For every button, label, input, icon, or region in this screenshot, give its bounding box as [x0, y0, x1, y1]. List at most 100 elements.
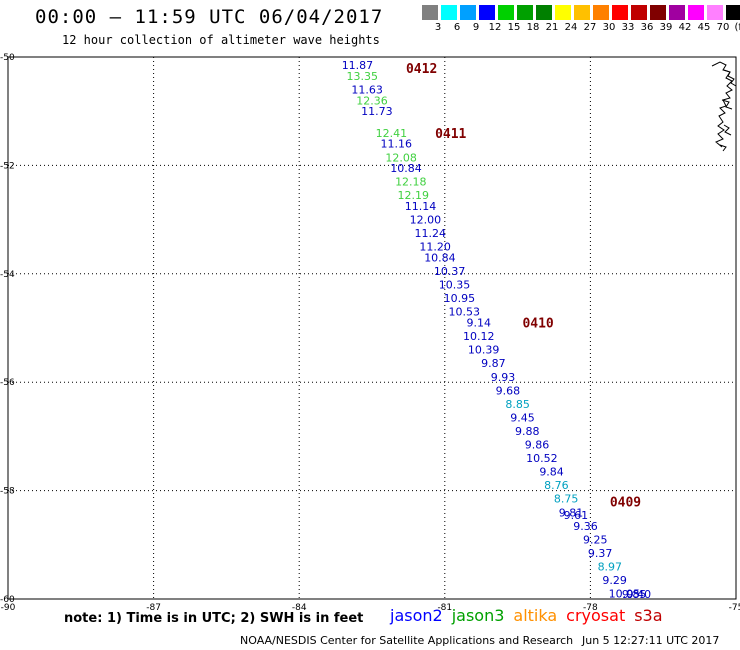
scale-label: 6: [453, 22, 461, 33]
wave-height-value: 9.85: [622, 588, 647, 601]
wave-height-value: 13.35: [347, 70, 379, 83]
scale-label: 33: [621, 22, 635, 33]
map-grid: [8, 57, 736, 599]
y-tick-label: -56: [0, 378, 15, 388]
wave-height-value: 11.87: [342, 59, 374, 72]
scale-swatch: [669, 5, 685, 20]
wave-height-value: 9.36: [573, 520, 598, 533]
wave-height-value: 11.20: [419, 241, 451, 254]
y-tick-label: -58: [0, 487, 15, 497]
scale-swatch: [498, 5, 514, 20]
y-tick-label: -52: [0, 161, 15, 171]
scale-swatch: [688, 5, 704, 20]
y-tick-label: -60: [0, 595, 15, 605]
legend-source-jason2: jason2: [390, 606, 443, 625]
scale-swatch: [726, 5, 740, 20]
pass-label: 0409: [610, 495, 641, 510]
wave-height-value: 12.08: [385, 151, 417, 164]
wave-height-value: 10.12: [463, 330, 495, 343]
wave-height-value: 9.40: [627, 588, 652, 601]
wave-height-value: 9.29: [602, 574, 627, 587]
scale-label: 27: [583, 22, 597, 33]
wave-height-value: 9.68: [496, 384, 521, 397]
wave-height-value: 8.76: [544, 479, 569, 492]
scale-label: 70: [716, 22, 730, 33]
scale-swatch: [593, 5, 609, 20]
scale-swatch: [612, 5, 628, 20]
wave-height-value: 10.95: [444, 292, 476, 305]
scale-label: 15: [507, 22, 521, 33]
y-tick-label: -50: [0, 53, 15, 63]
wave-height-value: 10.52: [526, 452, 558, 465]
x-tick-label: -84: [292, 603, 307, 613]
wave-height-value: 12.41: [376, 127, 408, 140]
wave-height-value: 10.37: [434, 265, 466, 278]
wave-height-value: 12.18: [395, 176, 427, 189]
wave-height-value: 10.84: [424, 252, 456, 265]
scale-label: (ft): [734, 22, 740, 33]
scale-swatch: [650, 5, 666, 20]
scale-label: 18: [526, 22, 540, 33]
pass-label: 0411: [435, 127, 466, 142]
credit-text: NOAA/NESDIS Center for Satellite Applica…: [240, 634, 574, 647]
wave-height-value: 9.88: [515, 425, 540, 438]
x-tick-label: -81: [437, 603, 452, 613]
satellite-legend: jason2 jason3 altika cryosat s3a: [390, 606, 672, 625]
wave-height-value: 11.24: [414, 227, 446, 240]
footer-note: note: 1) Time is in UTC; 2) SWH is in fe…: [64, 611, 364, 626]
scale-swatch: [460, 5, 476, 20]
x-tick-label: -87: [146, 603, 161, 613]
wave-height-value: 10.53: [448, 306, 480, 319]
x-tick-label: -90: [1, 603, 16, 613]
wave-height-value: 9.86: [525, 439, 550, 452]
wave-height-value: 9.81: [559, 506, 584, 519]
scale-swatch: [574, 5, 590, 20]
axis-ticks: -90 -87 -84 -81 -78 -75 -50 -52 -54 -56 -58 -60: [0, 53, 740, 613]
wave-height-value: 9.84: [539, 466, 564, 479]
scale-swatch: [631, 5, 647, 20]
x-tick-label: -78: [583, 603, 598, 613]
wave-height-value: 9.61: [564, 509, 589, 522]
coastline-fragment: [711, 61, 737, 152]
wave-height-value: 10.84: [390, 162, 422, 175]
pass-label: 0412: [406, 62, 437, 77]
scale-swatch: [422, 5, 438, 20]
scale-swatch: [517, 5, 533, 20]
wave-height-value: 8.97: [598, 560, 623, 573]
pass-label: 0410: [522, 317, 553, 332]
scale-swatch: [555, 5, 571, 20]
map-frame: [7, 56, 737, 600]
wave-height-value: 12.19: [398, 189, 430, 202]
wave-height-value: 11.73: [361, 105, 393, 118]
scale-label: 12: [488, 22, 502, 33]
scale-label: 42: [678, 22, 692, 33]
wave-height-value: 9.93: [491, 371, 516, 384]
wave-height-value: 11.63: [351, 84, 383, 97]
map-subtitle: 12 hour collection of altimeter wave hei…: [62, 33, 380, 47]
scale-swatch: [707, 5, 723, 20]
wave-height-value: 9.37: [588, 547, 613, 560]
legend-source-cryosat: cryosat: [566, 606, 626, 625]
wave-height-value: 10.39: [468, 344, 500, 357]
scale-label: 39: [659, 22, 673, 33]
legend-source-s3a: s3a: [634, 606, 663, 625]
y-tick-label: -54: [0, 270, 15, 280]
wave-height-value: 9.14: [467, 317, 492, 330]
wave-height-value: 8.85: [505, 398, 530, 411]
scale-swatch: [479, 5, 495, 20]
wave-height-value: 10.05: [609, 588, 641, 601]
wave-height-value: 9.25: [583, 533, 608, 546]
legend-source-jason3: jason3: [451, 606, 505, 625]
scale-label: 24: [564, 22, 578, 33]
scale-label: 3: [434, 22, 442, 33]
wave-height-value: 10.35: [439, 279, 471, 292]
wave-height-value: 12.36: [356, 94, 388, 107]
pass-labels: 0412 0411 0410 0409: [406, 62, 641, 511]
scale-label: 9: [472, 22, 480, 33]
scale-label: 21: [545, 22, 559, 33]
wave-height-value: 9.45: [510, 411, 535, 424]
wave-height-value: 11.14: [405, 200, 437, 213]
scale-label: 30: [602, 22, 616, 33]
